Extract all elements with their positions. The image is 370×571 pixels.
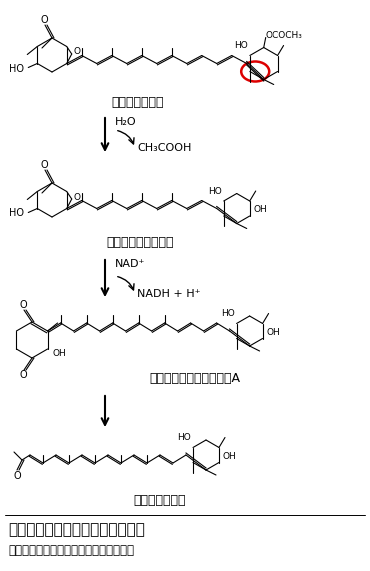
Text: HO: HO bbox=[9, 63, 24, 74]
Text: HO: HO bbox=[234, 41, 248, 50]
Text: O: O bbox=[40, 15, 48, 25]
Text: O: O bbox=[13, 471, 21, 481]
Text: HO: HO bbox=[9, 208, 24, 219]
Text: O: O bbox=[19, 370, 27, 380]
Text: HO: HO bbox=[208, 187, 222, 195]
Text: OH: OH bbox=[254, 206, 268, 215]
Text: パラセントロン: パラセントロン bbox=[134, 493, 186, 506]
Text: CH₃COOH: CH₃COOH bbox=[137, 143, 191, 153]
Text: OCOCH₃: OCOCH₃ bbox=[266, 31, 303, 40]
Text: O: O bbox=[73, 192, 80, 202]
Text: フコキサンチン: フコキサンチン bbox=[112, 95, 164, 108]
Text: H₂O: H₂O bbox=[115, 117, 137, 127]
Text: NAD⁺: NAD⁺ bbox=[115, 259, 145, 269]
Text: O: O bbox=[19, 300, 27, 310]
Text: フコキサンチノール: フコキサンチノール bbox=[106, 235, 174, 248]
Text: HO: HO bbox=[221, 309, 235, 318]
Text: NADH + H⁺: NADH + H⁺ bbox=[137, 289, 201, 299]
Text: O: O bbox=[73, 47, 80, 57]
Text: OH: OH bbox=[266, 328, 280, 337]
Text: 図２　フコキサンチンの代謝経路: 図２ フコキサンチンの代謝経路 bbox=[8, 522, 145, 537]
Text: OH: OH bbox=[223, 452, 237, 461]
Text: アマローシアキサンチンA: アマローシアキサンチンA bbox=[149, 372, 240, 384]
Text: HO: HO bbox=[177, 433, 191, 442]
Text: OH: OH bbox=[53, 349, 66, 359]
Text: O: O bbox=[40, 160, 48, 170]
Text: 赤線で囲んだ部分にアレン結合をもつ。: 赤線で囲んだ部分にアレン結合をもつ。 bbox=[8, 544, 134, 557]
